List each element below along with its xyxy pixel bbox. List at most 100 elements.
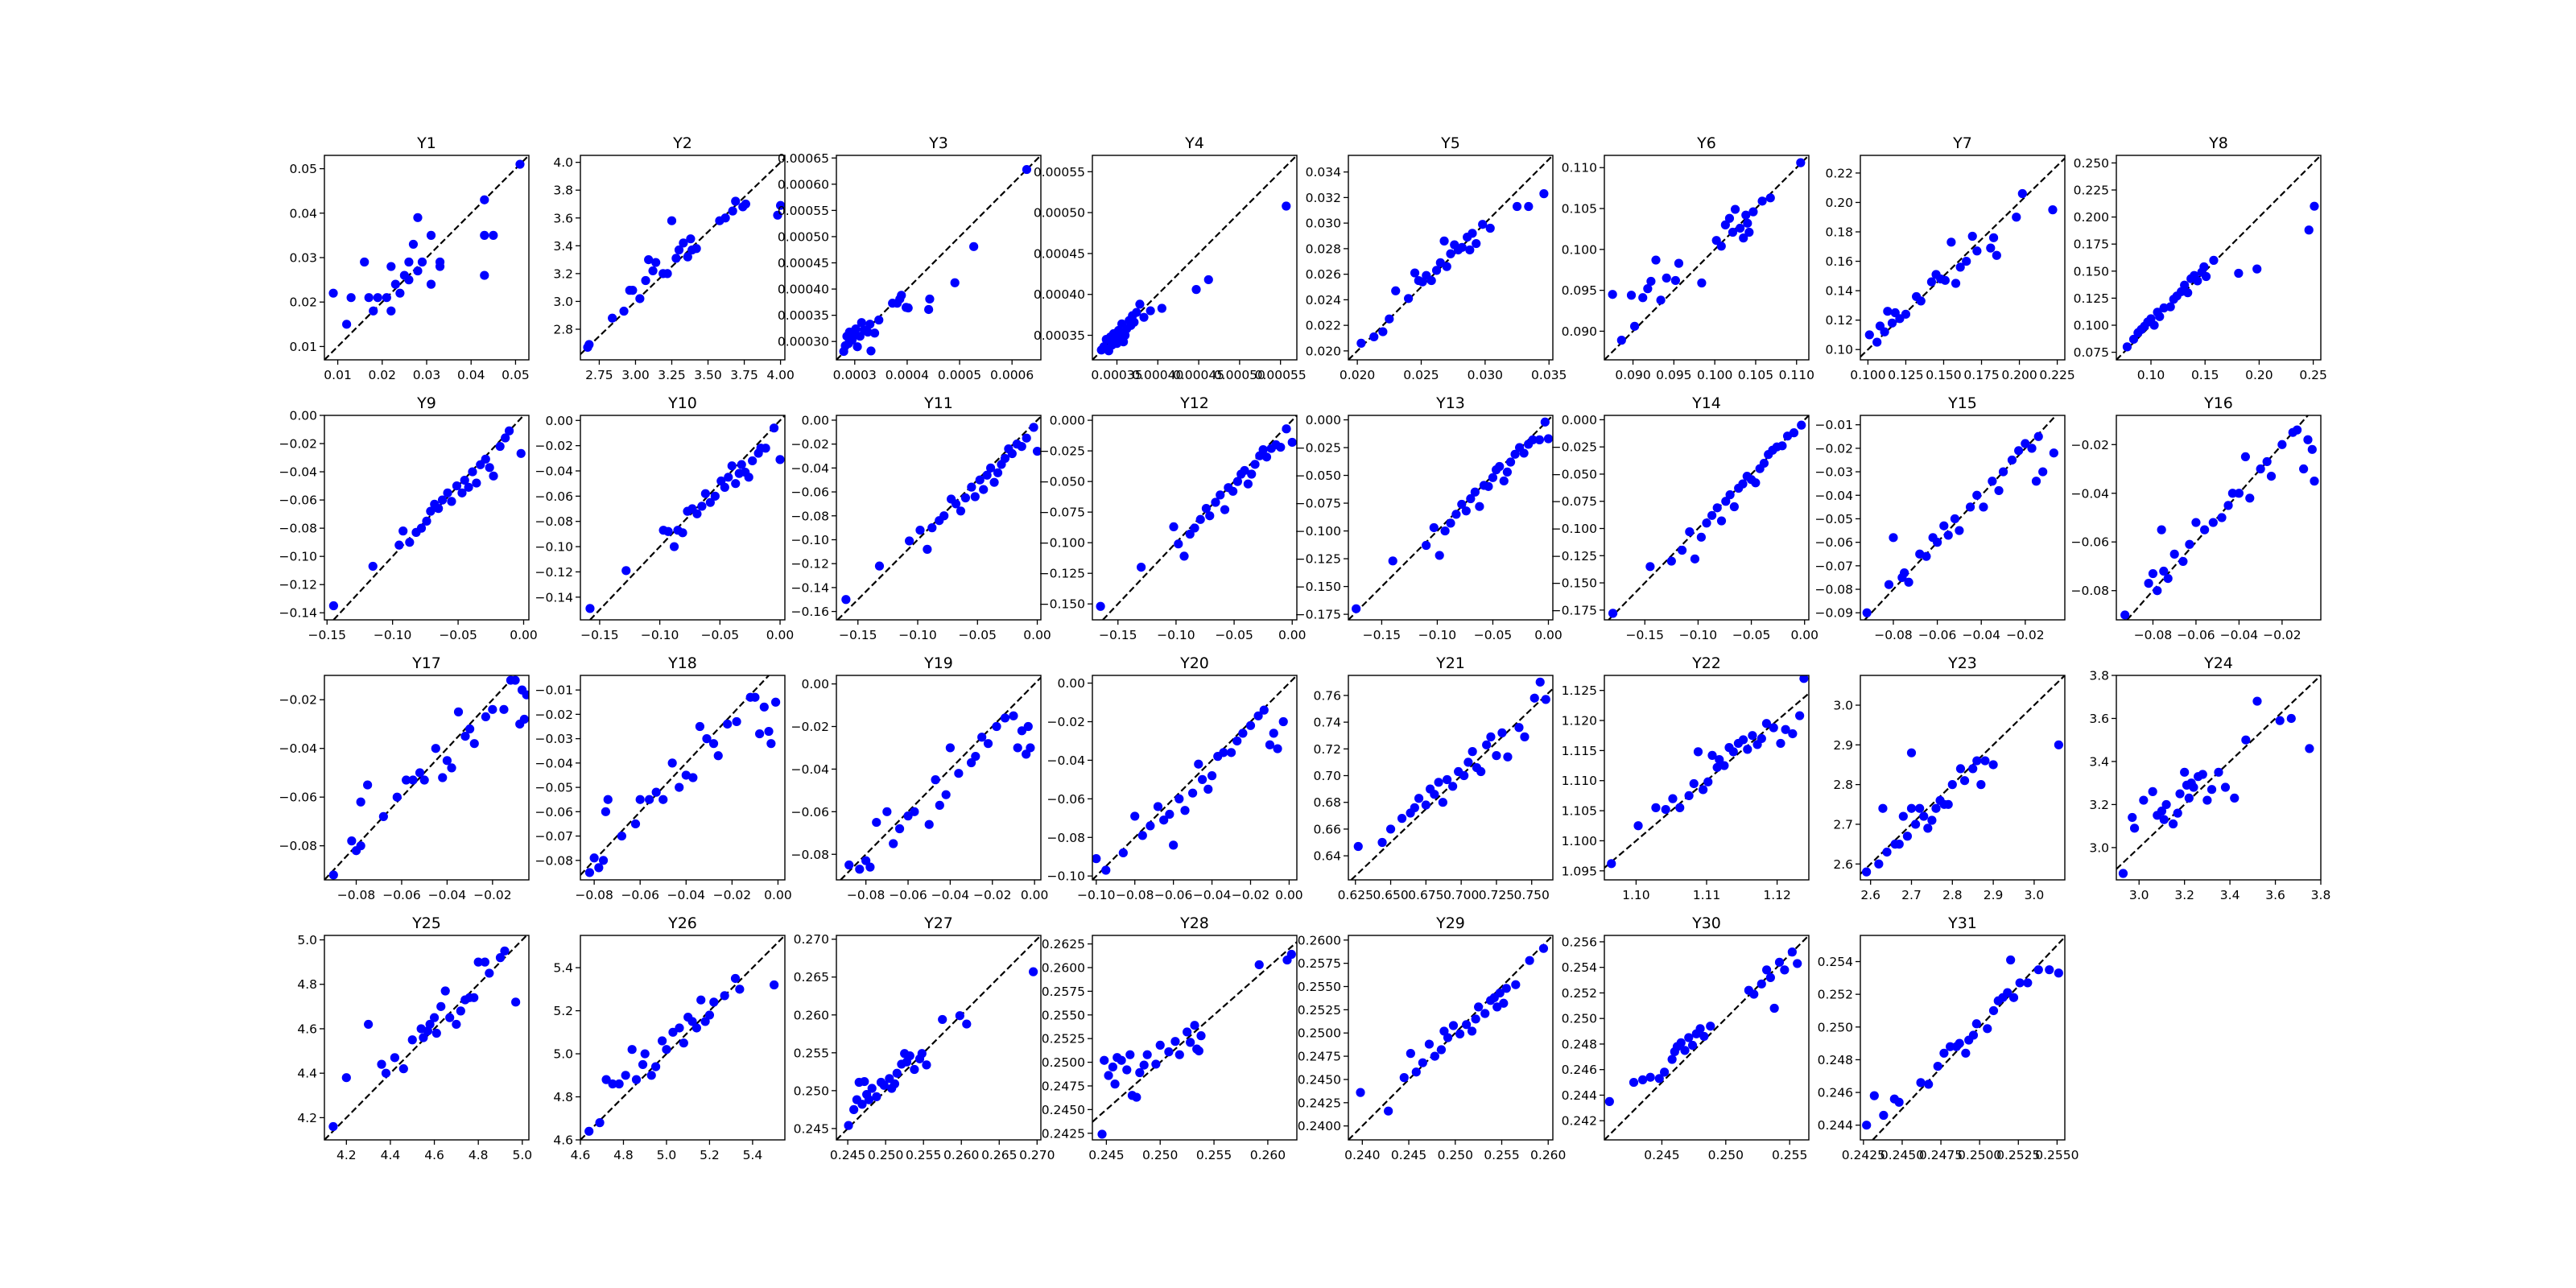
- data-point: [1492, 751, 1501, 761]
- data-point: [865, 862, 875, 872]
- data-point: [700, 1017, 710, 1026]
- x-tick-label: 3.6: [2265, 888, 2285, 902]
- data-point: [1777, 441, 1787, 451]
- y-tick-label: −0.08: [1047, 831, 1086, 845]
- data-point: [1751, 478, 1761, 488]
- data-point: [405, 538, 415, 547]
- y-tick-label: 0.000: [1306, 413, 1341, 427]
- data-point: [510, 675, 520, 685]
- data-point: [1604, 1096, 1614, 1106]
- data-point: [874, 315, 884, 325]
- data-point: [1919, 811, 1929, 821]
- data-point: [1135, 1067, 1145, 1078]
- x-tick-label: 1.12: [1763, 888, 1791, 902]
- x-tick-label: 0.0003: [833, 368, 877, 382]
- data-point: [1282, 201, 1291, 211]
- subplot-y29: Y29 0.240 0.245 0.250 0.255 0.260 0.2400 0.2425…: [1298, 914, 1567, 1162]
- data-point: [1022, 433, 1031, 443]
- data-point: [2241, 735, 2251, 745]
- data-point: [2054, 740, 2063, 749]
- data-point: [394, 540, 404, 550]
- data-point: [465, 724, 475, 734]
- y-tick-label: 5.0: [297, 933, 317, 947]
- data-point: [2153, 586, 2162, 596]
- data-point: [1017, 442, 1026, 452]
- data-point: [674, 245, 684, 255]
- data-point: [1468, 747, 1477, 757]
- data-point: [1457, 499, 1467, 510]
- data-point: [489, 230, 498, 240]
- data-point: [1486, 732, 1496, 741]
- data-point: [1461, 506, 1471, 516]
- data-point: [982, 470, 992, 480]
- y-tick-label: −0.14: [535, 590, 574, 605]
- data-point: [1391, 286, 1401, 295]
- data-point: [727, 461, 737, 471]
- x-tick-label: 2.8: [1942, 888, 1963, 902]
- y-tick-label: −0.08: [535, 853, 574, 868]
- x-tick-label: 0.700: [1443, 888, 1479, 902]
- data-point: [720, 213, 730, 223]
- y-tick-label: 0.00035: [1034, 328, 1085, 343]
- data-point: [1667, 1055, 1677, 1064]
- data-point: [1668, 794, 1678, 803]
- subplot-y1: Y1 0.01 0.02 0.03 0.04 0.05 0.01 0.02 0.03 0.04 0.…: [289, 134, 530, 382]
- data-point: [1190, 1021, 1199, 1030]
- data-point: [668, 1027, 678, 1037]
- data-point: [1884, 580, 1894, 589]
- data-point: [1457, 242, 1467, 252]
- x-tick-label: 0.240: [1344, 1148, 1380, 1162]
- y-tick-label: −0.09: [1815, 606, 1854, 621]
- x-tick-label: −0.05: [701, 628, 740, 642]
- data-point: [2173, 808, 2182, 818]
- x-tick-label: 2.6: [1860, 888, 1880, 902]
- y-tick-label: 0.00: [801, 413, 829, 427]
- y-tick-label: 4.2: [297, 1111, 317, 1125]
- y-tick-label: 5.0: [553, 1047, 573, 1062]
- data-point: [1435, 551, 1444, 560]
- x-tick-label: 3.25: [658, 368, 686, 382]
- data-point: [519, 714, 529, 724]
- axes-frame: [1860, 935, 2066, 1141]
- data-point: [472, 478, 481, 488]
- data-point: [435, 262, 445, 271]
- x-tick-label: 0.260: [943, 1148, 979, 1162]
- data-point: [1278, 716, 1288, 727]
- x-tick-label: −0.02: [2006, 628, 2045, 642]
- data-point: [1743, 218, 1752, 228]
- x-tick-label: 0.04: [457, 368, 485, 382]
- data-point: [1104, 1071, 1113, 1080]
- x-tick-label: 2.75: [585, 368, 613, 382]
- y-tick-label: −0.175: [1295, 608, 1341, 622]
- data-point: [2299, 464, 2309, 474]
- y-tick-label: 0.2500: [1042, 1055, 1085, 1070]
- data-point: [849, 1104, 859, 1114]
- data-point: [390, 279, 400, 289]
- x-tick-label: 0.0006: [990, 368, 1034, 382]
- data-point: [890, 1079, 900, 1088]
- data-point: [1465, 245, 1475, 255]
- data-point: [422, 516, 431, 526]
- data-point: [679, 238, 688, 248]
- data-point: [1946, 237, 1956, 247]
- subplot-title: Y29: [1435, 914, 1465, 932]
- y-tick-label: −0.05: [535, 781, 574, 795]
- data-point: [889, 839, 898, 848]
- data-point: [1157, 303, 1166, 313]
- data-point: [702, 734, 712, 744]
- x-tick-label: 0.00040: [1132, 368, 1183, 382]
- data-point: [1702, 518, 1711, 528]
- data-point: [924, 819, 934, 829]
- data-point: [2122, 342, 2132, 352]
- data-point: [1273, 744, 1282, 753]
- data-point: [1197, 774, 1208, 784]
- data-point: [894, 824, 905, 834]
- y-tick-label: −0.16: [791, 605, 830, 619]
- x-tick-label: 0.675: [1408, 888, 1443, 902]
- y-tick-label: 3.2: [553, 266, 573, 281]
- subplot-y3: Y3 0.0003 0.0004 0.0005 0.0006 0.00030 0.00035…: [778, 134, 1042, 382]
- data-point: [1410, 268, 1420, 278]
- data-point: [419, 1033, 428, 1042]
- data-point: [2012, 213, 2021, 222]
- data-point: [1411, 1067, 1421, 1077]
